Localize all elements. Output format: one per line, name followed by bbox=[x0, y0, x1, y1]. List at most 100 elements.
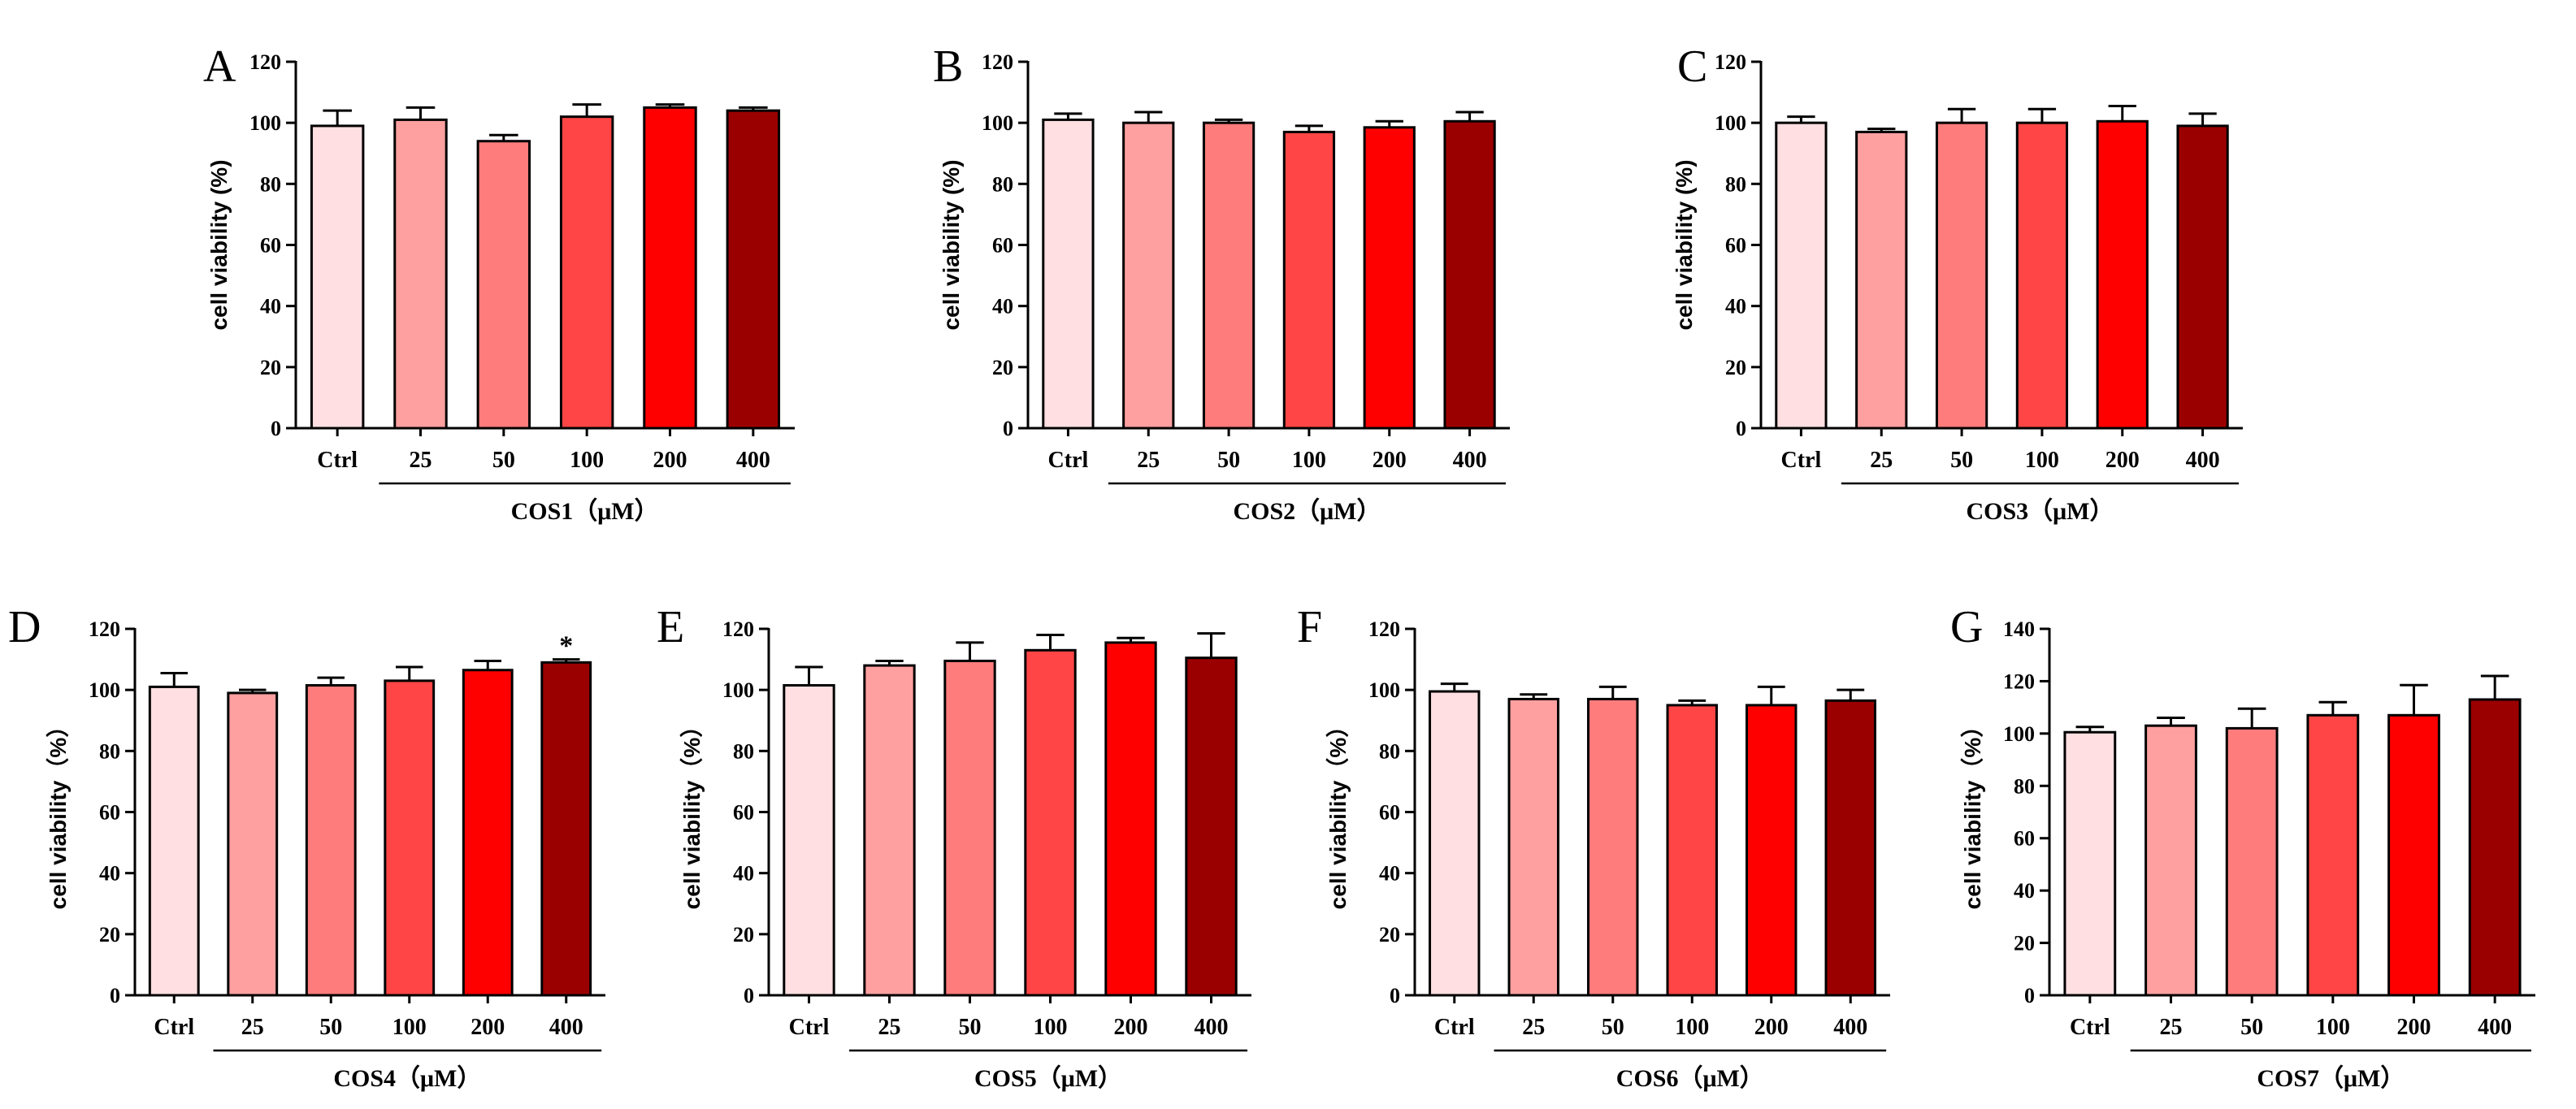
bar-400 bbox=[2468, 698, 2522, 997]
x-tick-label: 200 bbox=[653, 448, 687, 473]
x-tick-label: 200 bbox=[1754, 1015, 1789, 1040]
y-tick-label: 0 bbox=[271, 417, 281, 440]
bar-ctrl bbox=[783, 684, 835, 997]
x-tick-label: 50 bbox=[1217, 448, 1240, 473]
x-tick-label: 200 bbox=[471, 1015, 505, 1040]
x-tick-label: 100 bbox=[392, 1015, 427, 1040]
chart-panel-c: C 0 20 40 60 80 100 120 cell viability (%) Ctrl 25… bbox=[1672, 41, 2243, 525]
bar-200 bbox=[1746, 704, 1798, 997]
y-tick-label: 0 bbox=[1736, 417, 1746, 440]
y-tick-label: 100 bbox=[722, 678, 754, 702]
bar-200 bbox=[1363, 126, 1416, 430]
x-tick-label: 25 bbox=[241, 1015, 264, 1040]
y-tick-label: 100 bbox=[1715, 111, 1746, 135]
bar-50 bbox=[1935, 121, 1988, 430]
x-tick-label: Ctrl bbox=[1048, 448, 1089, 473]
y-axis-label: cell viability (%) bbox=[206, 159, 232, 330]
y-tick-label: 80 bbox=[99, 739, 120, 763]
x-tick-label: 100 bbox=[1034, 1015, 1068, 1040]
x-tick-label: 25 bbox=[410, 448, 432, 473]
x-axis-label: COS2（μM） bbox=[1233, 497, 1381, 525]
bar-50 bbox=[305, 684, 357, 997]
bar-400 bbox=[1443, 119, 1496, 430]
x-tick-label: Ctrl bbox=[154, 1015, 194, 1040]
x-tick-label: 400 bbox=[2478, 1015, 2512, 1040]
y-tick-label: 40 bbox=[1379, 862, 1400, 886]
x-tick-label: 25 bbox=[878, 1015, 901, 1040]
panel-letter: A bbox=[203, 41, 236, 92]
x-tick-label: Ctrl bbox=[317, 448, 358, 473]
y-axis-label: cell viability（%） bbox=[1959, 715, 1985, 910]
x-tick-label: Ctrl bbox=[2070, 1015, 2110, 1040]
y-tick-label: 20 bbox=[260, 356, 281, 379]
x-tick-label: 400 bbox=[1453, 448, 1487, 473]
bar-25 bbox=[863, 664, 916, 997]
x-tick-label: 50 bbox=[319, 1015, 342, 1040]
y-tick-label: 60 bbox=[992, 234, 1013, 258]
y-tick-label: 40 bbox=[992, 295, 1013, 318]
y-tick-label: 80 bbox=[992, 172, 1013, 196]
x-tick-label: Ctrl bbox=[789, 1015, 830, 1040]
bar-200 bbox=[462, 669, 514, 997]
x-axis-label: COS7（μM） bbox=[2257, 1064, 2405, 1092]
y-tick-label: 40 bbox=[733, 862, 754, 886]
bar-50 bbox=[1587, 697, 1639, 997]
y-axis-label: cell viability (%) bbox=[1672, 159, 1697, 330]
y-tick-label: 60 bbox=[1379, 801, 1400, 825]
y-tick-label: 80 bbox=[1725, 172, 1746, 196]
bar-25 bbox=[227, 691, 279, 997]
panel-letter: D bbox=[8, 602, 41, 652]
bar-25 bbox=[1122, 121, 1175, 430]
x-axis-label: COS5（μM） bbox=[974, 1064, 1122, 1092]
y-tick-label: 0 bbox=[110, 984, 120, 1007]
bar-400 bbox=[1824, 699, 1876, 997]
y-tick-label: 40 bbox=[99, 862, 120, 886]
bar-25 bbox=[393, 118, 448, 430]
y-tick-label: 20 bbox=[1725, 356, 1746, 379]
chart-panel-b: B 0 20 40 60 80 100 120 cell viability (%) Ctrl 25… bbox=[933, 41, 1510, 525]
panel-letter: B bbox=[933, 41, 963, 92]
x-tick-label: 50 bbox=[2240, 1015, 2263, 1040]
y-tick-label: 20 bbox=[99, 923, 120, 947]
bar-400 bbox=[540, 661, 592, 997]
x-tick-label: 200 bbox=[2105, 448, 2140, 473]
bar-ctrl bbox=[1042, 118, 1095, 430]
y-tick-label: 20 bbox=[1379, 923, 1400, 947]
y-tick-label: 100 bbox=[982, 111, 1013, 135]
bar-ctrl bbox=[1429, 690, 1481, 997]
x-tick-label: 100 bbox=[2316, 1015, 2350, 1040]
bar-200 bbox=[2096, 119, 2149, 430]
bar-100 bbox=[2015, 121, 2069, 430]
bar-50 bbox=[476, 140, 531, 430]
y-tick-label: 120 bbox=[982, 50, 1013, 74]
bar-50 bbox=[943, 659, 996, 997]
y-axis-label: cell viability (%) bbox=[939, 159, 964, 330]
bar-100 bbox=[384, 679, 436, 997]
y-tick-label: 60 bbox=[2014, 827, 2035, 851]
x-tick-label: 100 bbox=[2025, 448, 2059, 473]
y-tick-label: 120 bbox=[1715, 50, 1746, 74]
x-tick-label: 200 bbox=[1114, 1015, 1148, 1040]
y-tick-label: 0 bbox=[1003, 417, 1013, 440]
x-tick-label: 200 bbox=[1373, 448, 1407, 473]
y-tick-label: 100 bbox=[249, 111, 281, 135]
x-tick-label: 25 bbox=[1522, 1015, 1545, 1040]
y-tick-label: 60 bbox=[733, 801, 754, 825]
bar-ctrl bbox=[1775, 121, 1828, 430]
panel-letter: C bbox=[1677, 41, 1707, 92]
bar-100 bbox=[1282, 130, 1336, 430]
bar-200 bbox=[2387, 713, 2440, 997]
y-tick-label: 80 bbox=[1379, 739, 1400, 763]
chart-panel-e: E 0 20 40 60 80 100 120 cell viability（%） Ctrl 25 5… bbox=[657, 602, 1251, 1092]
x-tick-label: 50 bbox=[1950, 448, 1973, 473]
y-tick-label: 60 bbox=[99, 801, 120, 825]
chart-panel-d: D 0 20 40 60 80 100 120 cell viability（%） Ctrl 25 5… bbox=[8, 602, 605, 1092]
x-tick-label: 200 bbox=[2397, 1015, 2431, 1040]
x-tick-label: 100 bbox=[1675, 1015, 1709, 1040]
bar-ctrl bbox=[2063, 730, 2117, 997]
y-tick-label: 100 bbox=[2003, 722, 2035, 746]
bar-100 bbox=[559, 115, 614, 430]
x-tick-label: Ctrl bbox=[1781, 448, 1822, 473]
y-axis-label: cell viability（%） bbox=[679, 715, 705, 910]
